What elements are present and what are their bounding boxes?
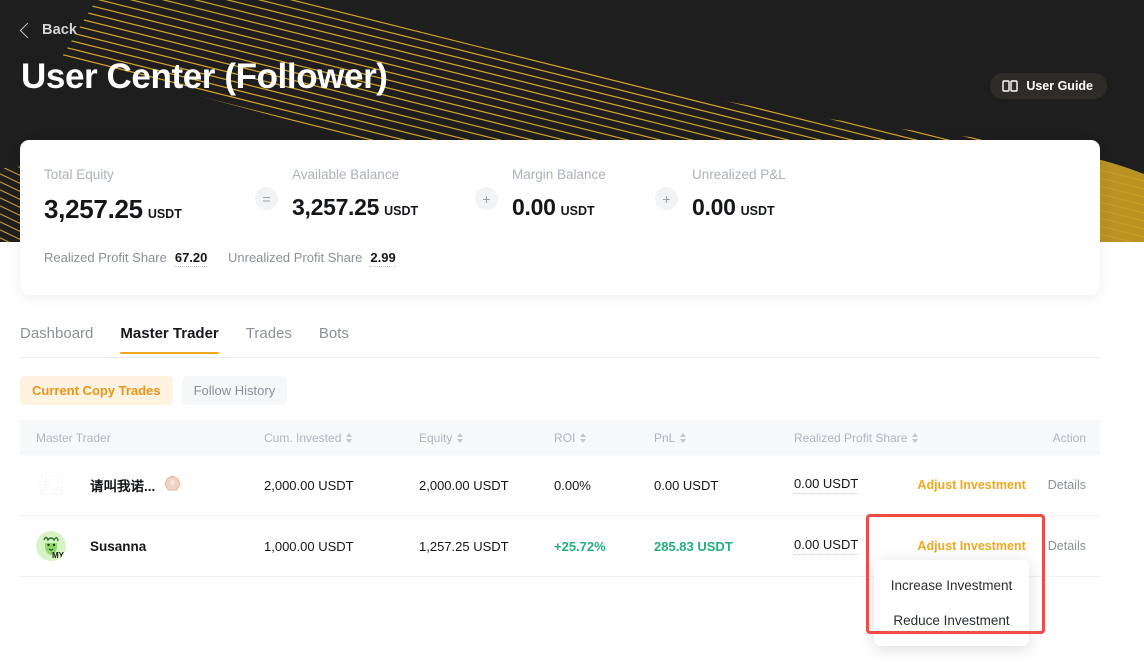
stat-value: 0.00 (692, 194, 736, 220)
column-realized-profit-share[interactable]: Realized Profit Share (778, 431, 923, 445)
equity-value: 2,000.00 USDT (419, 477, 509, 493)
table-row[interactable]: 请叫我诺... 2,000.00 USDT 2,000.00 USDT 0.00… (20, 455, 1100, 516)
tab-trades[interactable]: Trades (245, 325, 292, 342)
share-value[interactable]: 2.99 (370, 250, 396, 267)
stat-total-equity: Total Equity 3,257.25 USDT (44, 167, 182, 225)
column-cum-invested[interactable]: Cum. Invested (248, 431, 403, 445)
realized-profit-share-value[interactable]: 0.00 USDT (794, 537, 859, 555)
plus-badge-icon-2: + (655, 187, 678, 210)
stat-label: Available Balance (292, 167, 400, 182)
equals-badge-icon: = (255, 187, 278, 210)
action-cell: Adjust Investment Details (917, 539, 1100, 553)
stat-unit: USDT (740, 204, 775, 218)
back-button[interactable]: Back (19, 22, 78, 38)
trader-cell: 请叫我诺... (20, 470, 248, 500)
stat-label: Unrealized P&L (692, 167, 786, 182)
column-equity[interactable]: Equity (403, 431, 538, 445)
stat-unit: USDT (384, 204, 419, 218)
realized-profit-share-value[interactable]: 0.00 USDT (794, 476, 859, 494)
copy-trades-table: Master Trader Cum. Invested Equity ROI P… (20, 420, 1100, 577)
broken-image-icon (36, 470, 66, 500)
sort-icon[interactable] (912, 432, 919, 443)
trader-cell: MY Susanna (20, 531, 248, 561)
roi-value: 0.00% (554, 477, 591, 493)
susanna-avatar: MY (36, 531, 66, 561)
chevron-left-icon (19, 22, 36, 38)
pill-current-copy-trades[interactable]: Current Copy Trades (20, 376, 173, 405)
svg-text:MY: MY (52, 551, 65, 560)
account-summary-card: Total Equity 3,257.25 USDT = Available B… (20, 140, 1100, 295)
realized-profit-share-cell: 0.00 USDT (778, 537, 923, 555)
stat-label: Total Equity (44, 167, 114, 182)
sub-tabs: Current Copy Trades Follow History (20, 376, 288, 405)
column-roi[interactable]: ROI (538, 431, 638, 445)
column-master-trader: Master Trader (20, 431, 248, 445)
stat-unit: USDT (560, 204, 595, 218)
plus-badge-icon-1: + (475, 187, 498, 210)
column-label: Realized Profit Share (794, 430, 908, 445)
table-header-row: Master Trader Cum. Invested Equity ROI P… (20, 420, 1100, 455)
stat-unrealized-pnl: Unrealized P&L 0.00 USDT (692, 167, 786, 221)
sort-icon[interactable] (346, 432, 353, 443)
pill-follow-history[interactable]: Follow History (181, 376, 288, 405)
action-cell: Adjust Investment Details (917, 478, 1100, 492)
equity-value: 1,257.25 USDT (419, 538, 509, 554)
menu-item-reduce-investment[interactable]: Reduce Investment (893, 613, 1010, 628)
sort-icon[interactable] (580, 432, 587, 443)
rank-badge-icon (164, 475, 181, 495)
column-label: PnL (654, 430, 676, 445)
realized-profit-share-cell: 0.00 USDT (778, 476, 923, 494)
sort-icon[interactable] (457, 432, 464, 443)
stat-label: Margin Balance (512, 167, 606, 182)
main-tabs: Dashboard Master Trader Trades Bots (20, 325, 1100, 358)
column-action: Action (923, 431, 1100, 445)
adjust-investment-button[interactable]: Adjust Investment (917, 539, 1026, 553)
share-label: Realized Profit Share (44, 250, 167, 265)
column-pnl[interactable]: PnL (638, 431, 778, 445)
user-guide-button[interactable]: User Guide (990, 73, 1107, 99)
column-label: Action (1052, 430, 1086, 445)
stat-margin-balance: Margin Balance 0.00 USDT (512, 167, 606, 221)
user-guide-label: User Guide (1026, 79, 1093, 93)
realized-profit-share: Realized Profit Share 67.20 (44, 250, 208, 267)
column-label: Cum. Invested (264, 430, 342, 445)
cum-invested-value: 1,000.00 USDT (264, 538, 354, 554)
tab-dashboard[interactable]: Dashboard (20, 325, 94, 342)
back-label: Back (42, 22, 78, 38)
table-row[interactable]: MY Susanna 1,000.00 USDT 1,257.25 USDT +… (20, 516, 1100, 577)
sort-icon[interactable] (680, 432, 687, 443)
details-button[interactable]: Details (1047, 478, 1086, 492)
stat-value: 0.00 (512, 194, 556, 220)
stat-unit: USDT (147, 207, 182, 221)
adjust-investment-button[interactable]: Adjust Investment (917, 478, 1026, 492)
column-label: Equity (419, 430, 453, 445)
details-button[interactable]: Details (1047, 539, 1086, 553)
pnl-value: 285.83 USDT (654, 538, 733, 554)
share-label: Unrealized Profit Share (228, 250, 363, 265)
adjust-investment-dropdown: Increase Investment Reduce Investment (874, 560, 1029, 646)
stat-value: 3,257.25 (292, 194, 380, 220)
tab-bots[interactable]: Bots (318, 325, 349, 342)
column-label: ROI (554, 430, 576, 445)
stat-available-balance: Available Balance 3,257.25 USDT (292, 167, 418, 221)
share-value[interactable]: 67.20 (174, 250, 208, 267)
page-title: User Center (Follower) (21, 57, 388, 96)
unrealized-profit-share: Unrealized Profit Share 2.99 (228, 250, 396, 267)
cum-invested-value: 2,000.00 USDT (264, 477, 354, 493)
pnl-value: 0.00 USDT (654, 477, 719, 493)
column-label: Master Trader (36, 430, 111, 445)
tab-master-trader[interactable]: Master Trader (120, 325, 220, 354)
roi-value: +25.72% (554, 538, 606, 554)
book-icon (1002, 80, 1019, 92)
menu-item-increase-investment[interactable]: Increase Investment (890, 578, 1013, 593)
trader-name: Susanna (90, 538, 147, 554)
stat-value: 3,257.25 (44, 194, 143, 224)
trader-name: 请叫我诺... (90, 479, 156, 494)
